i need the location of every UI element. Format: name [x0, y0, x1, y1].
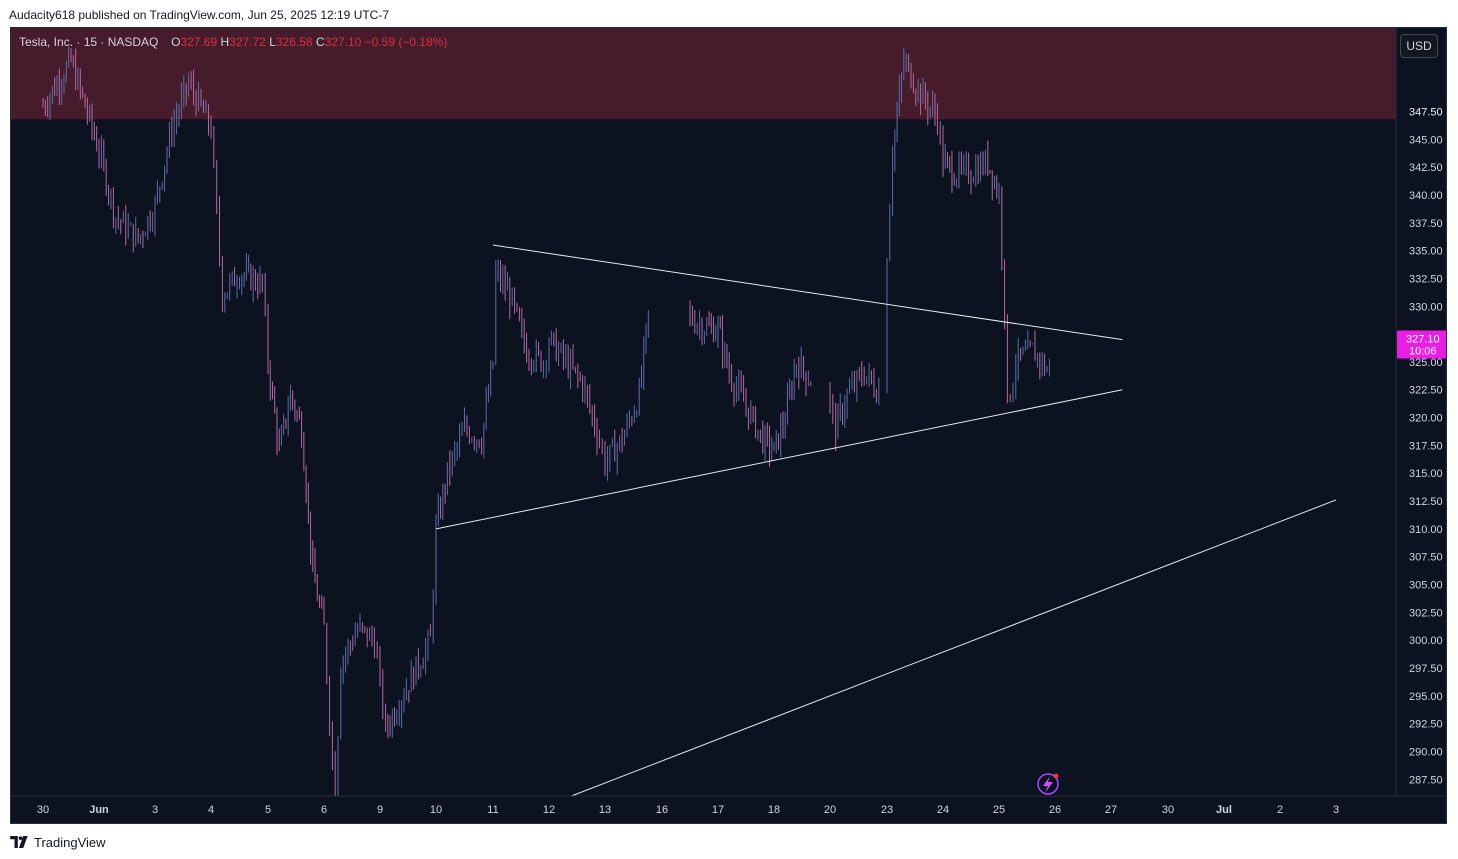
y-tick-label: 307.50	[1409, 552, 1443, 564]
x-tick-label: 12	[543, 804, 555, 816]
x-tick-label: Jun	[89, 804, 109, 816]
y-tick-label: 322.50	[1409, 385, 1443, 397]
last-price-badge	[1397, 330, 1446, 359]
x-tick-label: 5	[265, 804, 271, 816]
y-tick-label: 312.50	[1409, 496, 1443, 508]
x-tick-label: 13	[599, 804, 611, 816]
low-label: L	[269, 35, 276, 49]
ohlc-legend: Tesla, Inc. · 15 · NASDAQ O327.69 H327.7…	[19, 35, 447, 49]
x-tick-label: 24	[937, 804, 949, 816]
x-tick-label: 26	[1049, 804, 1061, 816]
y-tick-label: 295.00	[1409, 691, 1443, 703]
x-tick-label: 2	[1277, 804, 1283, 816]
time-axis-bg	[11, 796, 1446, 822]
last-price-value: 327.10	[1406, 334, 1440, 346]
y-tick-label: 305.00	[1409, 580, 1443, 592]
x-tick-label: 9	[377, 804, 383, 816]
change-value: −0.59 (−0.18%)	[364, 35, 448, 49]
price-chart[interactable]: 287.50 290.00 292.50 295.00 297.50 300.00 302.…	[11, 28, 1447, 824]
symbol-label: Tesla, Inc. · 15 · NASDAQ	[19, 35, 159, 49]
chart-background	[11, 28, 1446, 823]
price-scale-bg	[1396, 28, 1446, 796]
y-tick-label: 345.00	[1409, 134, 1443, 146]
y-tick-label: 297.50	[1409, 663, 1443, 675]
y-tick-label: 330.00	[1409, 301, 1443, 313]
published-header: Audacity618 published on TradingView.com…	[9, 8, 390, 22]
y-tick-label: 340.00	[1409, 190, 1443, 202]
x-tick-label: 10	[430, 804, 442, 816]
y-tick-label: 290.00	[1409, 746, 1443, 758]
y-tick-label: 325.00	[1409, 357, 1443, 369]
x-tick-label: Jul	[1216, 804, 1232, 816]
x-tick-label: 27	[1105, 804, 1117, 816]
currency-button[interactable]: USD	[1400, 34, 1438, 58]
low-value: 326.58	[275, 35, 313, 49]
countdown-timer: 10:06	[1409, 346, 1437, 358]
x-tick-label: 20	[824, 804, 836, 816]
close-label: C	[315, 35, 325, 49]
x-tick-label: 11	[487, 804, 498, 816]
trendline-long-term-support	[571, 499, 1337, 797]
x-tick-label: 3	[152, 804, 158, 816]
footer: TradingView	[10, 832, 106, 852]
lightning-icon[interactable]	[1037, 773, 1059, 795]
resistance-zone	[11, 28, 1396, 120]
open-label: O	[171, 35, 181, 49]
y-tick-label: 347.50	[1409, 106, 1443, 118]
y-tick-label: 317.50	[1409, 440, 1443, 452]
x-tick-label: 3	[1333, 804, 1339, 816]
x-tick-label: 23	[881, 804, 893, 816]
y-tick-label: 287.50	[1409, 774, 1443, 786]
open-value: 327.69	[180, 35, 218, 49]
high-label: H	[220, 35, 230, 49]
trendline-descending-resistance	[492, 244, 1123, 341]
y-tick-label: 342.50	[1409, 162, 1443, 174]
y-tick-label: 300.00	[1409, 635, 1443, 647]
close-value: 327.10	[324, 35, 362, 49]
high-value: 327.72	[229, 35, 266, 49]
y-tick-label: 310.00	[1409, 524, 1443, 536]
x-tick-label: 17	[712, 804, 724, 816]
x-tick-label: 6	[321, 804, 327, 816]
y-tick-label: 302.50	[1409, 607, 1443, 619]
y-tick-label: 332.50	[1409, 273, 1443, 285]
tradingview-logo-icon[interactable]	[10, 836, 30, 848]
chart-area[interactable]: 287.50 290.00 292.50 295.00 297.50 300.00 302.…	[10, 27, 1447, 824]
x-tick-label: 4	[208, 804, 214, 816]
y-tick-label: 335.00	[1409, 246, 1443, 258]
y-tick-label: 320.00	[1409, 413, 1443, 425]
x-tick-label: 25	[993, 804, 1005, 816]
y-tick-label: 315.00	[1409, 468, 1443, 480]
y-tick-label: 337.50	[1409, 218, 1443, 230]
x-tick-label: 16	[656, 804, 668, 816]
x-tick-label: 18	[768, 804, 780, 816]
footer-brand[interactable]: TradingView	[34, 834, 106, 850]
x-tick-label: 30	[1162, 804, 1174, 816]
x-tick-label: 30	[37, 804, 49, 816]
trendline-ascending-support	[435, 389, 1123, 530]
y-tick-label: 347.50	[1409, 106, 1443, 118]
y-tick-label: 292.50	[1409, 719, 1443, 731]
